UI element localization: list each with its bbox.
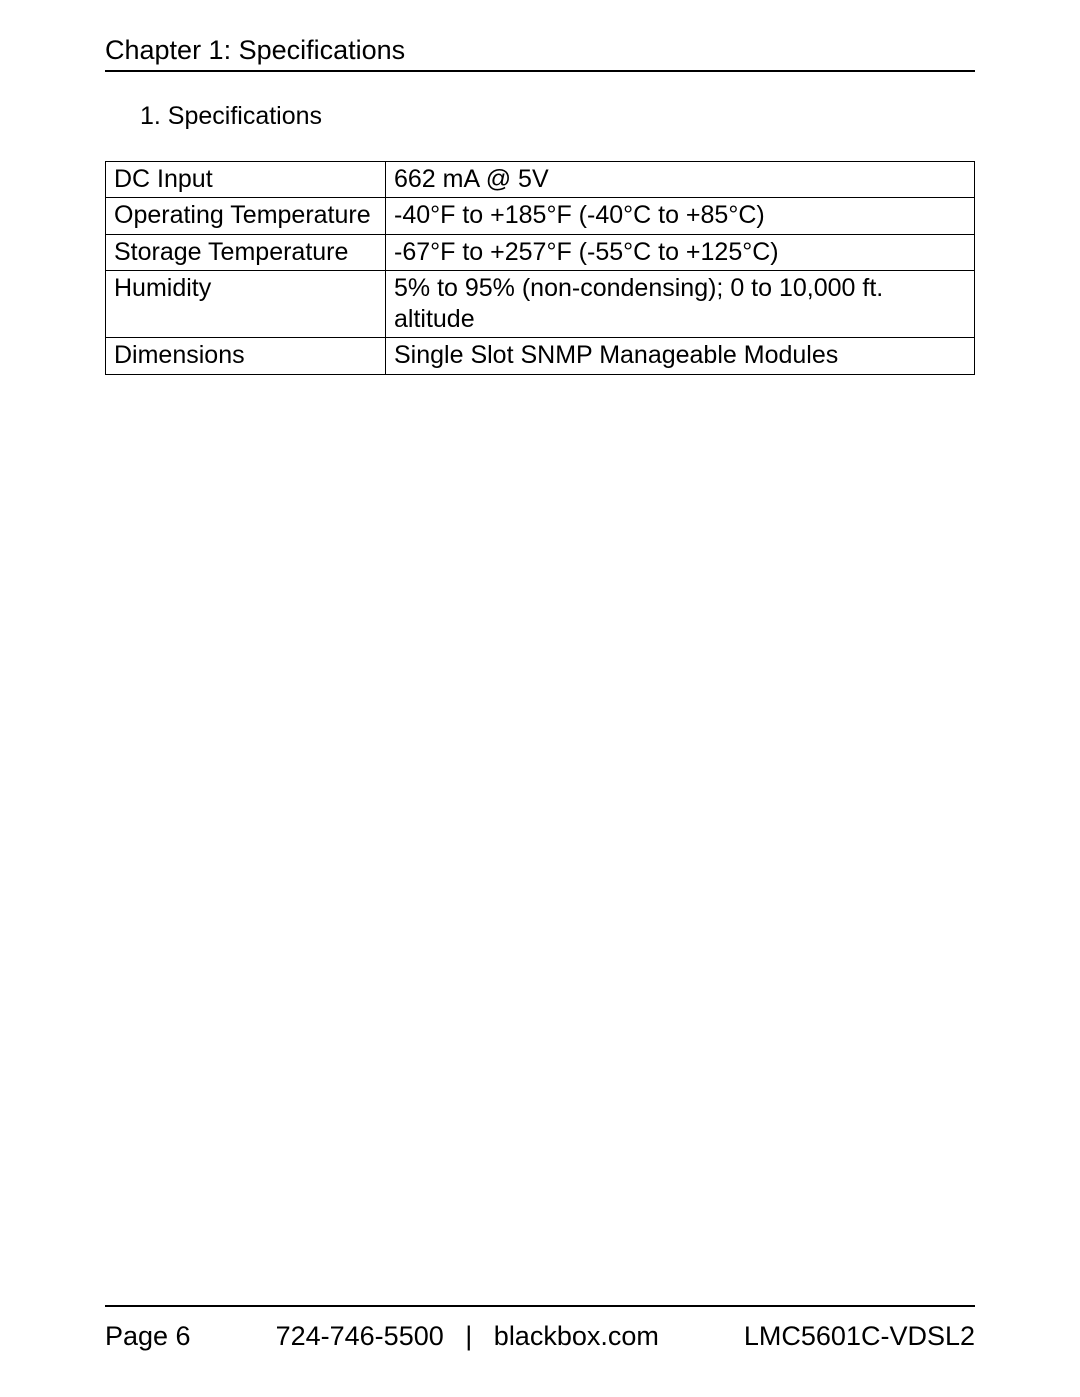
spec-label: Storage Temperature xyxy=(106,234,386,270)
spec-value: 5% to 95% (non-condensing); 0 to 10,000 … xyxy=(386,270,975,338)
spec-value: -67°F to +257°F (-55°C to +125°C) xyxy=(386,234,975,270)
table-row: Dimensions Single Slot SNMP Manageable M… xyxy=(106,338,975,374)
footer-model: LMC5601C-VDSL2 xyxy=(744,1321,975,1352)
spec-label: Humidity xyxy=(106,270,386,338)
spec-label: Operating Temperature xyxy=(106,198,386,234)
table-row: DC Input 662 mA @ 5V xyxy=(106,162,975,198)
spec-value: Single Slot SNMP Manageable Modules xyxy=(386,338,975,374)
footer-phone: 724-746-5500 xyxy=(276,1321,444,1351)
chapter-title: Chapter 1: Specifications xyxy=(105,35,975,72)
document-page: Chapter 1: Specifications 1. Specificati… xyxy=(0,0,1080,1397)
footer-separator: | xyxy=(465,1321,472,1351)
spec-value: 662 mA @ 5V xyxy=(386,162,975,198)
page-footer: Page 6 724-746-5500 | blackbox.com LMC56… xyxy=(105,1305,975,1352)
footer-rule xyxy=(105,1305,975,1307)
table-row: Operating Temperature -40°F to +185°F (-… xyxy=(106,198,975,234)
footer-row: Page 6 724-746-5500 | blackbox.com LMC56… xyxy=(105,1321,975,1352)
table-row: Humidity 5% to 95% (non-condensing); 0 t… xyxy=(106,270,975,338)
footer-contact: 724-746-5500 | blackbox.com xyxy=(191,1321,744,1352)
spec-label: Dimensions xyxy=(106,338,386,374)
table-row: Storage Temperature -67°F to +257°F (-55… xyxy=(106,234,975,270)
spec-label: DC Input xyxy=(106,162,386,198)
specifications-table: DC Input 662 mA @ 5V Operating Temperatu… xyxy=(105,161,975,375)
section-heading: 1. Specifications xyxy=(140,102,975,131)
spec-value: -40°F to +185°F (-40°C to +85°C) xyxy=(386,198,975,234)
footer-page-number: Page 6 xyxy=(105,1321,191,1352)
footer-website: blackbox.com xyxy=(494,1321,659,1351)
